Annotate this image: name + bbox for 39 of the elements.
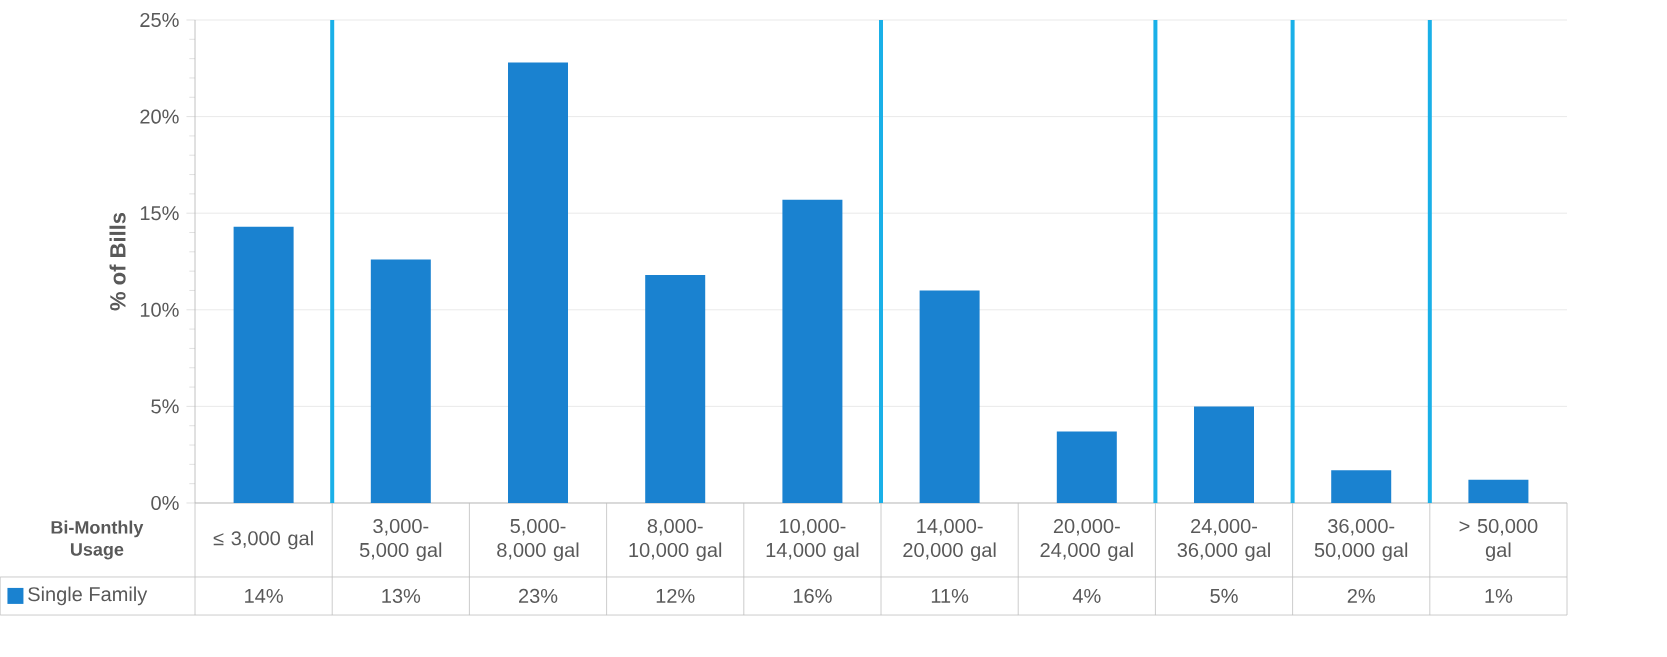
x-tick-label: 24,000-36,000 gal xyxy=(1177,518,1270,562)
data-label: 12% xyxy=(656,588,695,603)
bar xyxy=(782,199,843,503)
data-label: 4% xyxy=(1072,588,1101,603)
x-tick-label: 8,000-10,000 gal xyxy=(629,518,722,562)
y-axis-title: % of Bills xyxy=(109,212,126,311)
data-label: 23% xyxy=(519,588,558,603)
x-tick-label: 14,000-20,000 gal xyxy=(903,518,996,562)
y-tick-label: 5% xyxy=(151,399,179,414)
bar xyxy=(1468,479,1529,503)
data-label: 16% xyxy=(793,588,832,603)
x-tick-label: 10,000-14,000 gal xyxy=(766,518,859,562)
bar xyxy=(645,275,706,503)
bar xyxy=(1056,431,1117,503)
x-tick-label: 3,000-5,000 gal xyxy=(359,518,442,562)
bar xyxy=(1194,406,1255,503)
y-tick-label: 10% xyxy=(140,302,179,317)
legend-label: Single Family xyxy=(28,586,148,606)
data-label: 13% xyxy=(382,588,421,603)
bar xyxy=(919,290,980,503)
bar xyxy=(508,62,568,503)
data-label: 2% xyxy=(1347,588,1375,603)
x-tick-label: 20,000-24,000 gal xyxy=(1040,518,1133,562)
x-axis-title: Bi-Monthly Usage xyxy=(51,520,144,560)
x-tick-label: 36,000-50,000 gal xyxy=(1314,518,1408,562)
x-tick-label: ≤ 3,000 gal xyxy=(213,530,313,550)
data-label: 14% xyxy=(245,588,283,603)
x-tick-label: > 50,000 gal xyxy=(1459,518,1538,562)
y-tick-label: 20% xyxy=(140,109,179,124)
y-tick-label: 15% xyxy=(140,206,179,221)
data-label: 11% xyxy=(931,588,969,603)
y-tick-label: 25% xyxy=(140,12,179,28)
y-tick-label: 0% xyxy=(151,495,179,511)
data-label: 5% xyxy=(1210,588,1238,603)
bar xyxy=(1331,470,1392,503)
x-tick-label: 5,000-8,000 gal xyxy=(497,518,579,562)
data-label: 1% xyxy=(1485,588,1513,603)
bar xyxy=(233,226,294,503)
bar xyxy=(370,259,431,503)
